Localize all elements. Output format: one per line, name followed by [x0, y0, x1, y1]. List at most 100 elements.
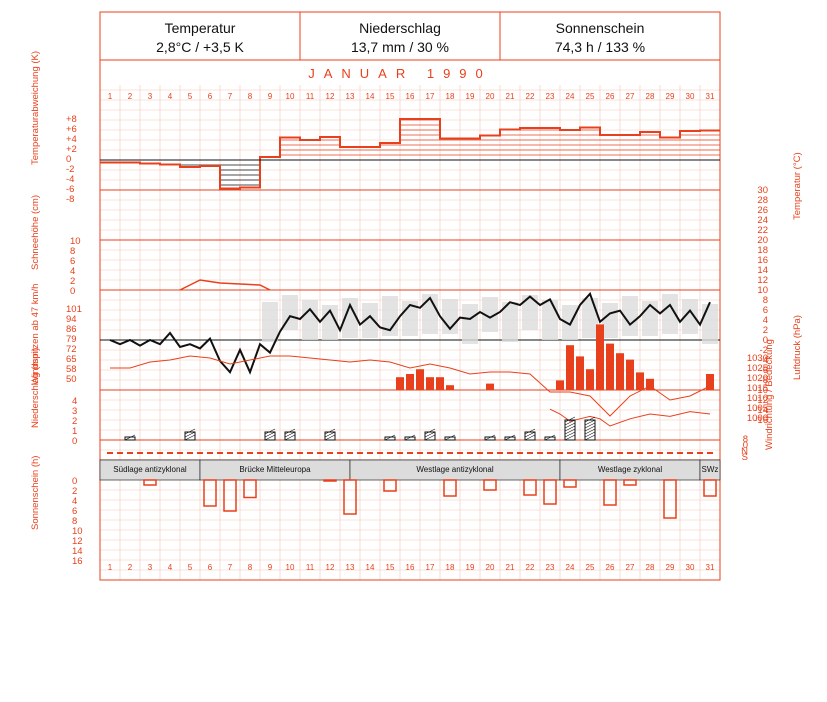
day-label-bottom: 2 [128, 563, 133, 572]
wind-direction-mark [437, 452, 443, 454]
wind-gust-bar [636, 372, 644, 390]
precip-bar-hatch [584, 416, 596, 423]
day-label-top: 3 [148, 92, 153, 101]
header-temperature-title: Temperatur [165, 20, 236, 36]
temp-anomaly-tick: +2 [66, 144, 77, 155]
weather-type-label: Brücke Mitteleuropa [239, 465, 311, 474]
wind-gust-bar [586, 369, 594, 390]
day-label-top: 13 [346, 92, 355, 101]
wind-direction-mark [537, 452, 543, 454]
temperature-tick: 12 [757, 275, 768, 286]
day-label-bottom: 16 [406, 563, 415, 572]
sunshine-tick: 10 [72, 526, 83, 537]
day-label-bottom: 5 [188, 563, 193, 572]
wind-tick: 58 [66, 364, 77, 375]
day-label-top: 1 [108, 92, 113, 101]
wind-direction-mark [227, 452, 233, 454]
wind-cloud-tick: S [742, 452, 748, 463]
temperature-tick: 18 [757, 245, 768, 256]
precip-bar-hatch [564, 425, 576, 432]
temp-anomaly-axis-label: Temperaturabweichung (K) [30, 51, 41, 165]
day-label-top: 16 [406, 92, 415, 101]
wind-tick: 65 [66, 354, 77, 365]
wind-shade-band [362, 303, 378, 338]
day-label-bottom: 6 [208, 563, 213, 572]
wind-direction-mark [407, 452, 413, 454]
precip-bar-hatch [424, 431, 436, 438]
wind-direction-mark [167, 452, 173, 454]
temperature-tick: 22 [757, 225, 768, 236]
precip-bar-hatch [524, 434, 536, 441]
temp-anomaly-bar [660, 138, 680, 161]
temperature-tick: -2 [760, 345, 768, 356]
precip-bar-hatch [564, 431, 576, 438]
wind-tick: 72 [66, 344, 77, 355]
day-label-bottom: 8 [248, 563, 253, 572]
wind-shade-band [302, 300, 318, 340]
wind-direction-mark [357, 452, 363, 454]
sunshine-bar [483, 479, 497, 491]
day-label-top: 30 [686, 92, 695, 101]
wind-shade-band [462, 304, 478, 344]
pressure-tick: 1005 [747, 403, 768, 414]
temperature-tick: 0 [763, 335, 768, 346]
wind-gust-bar [706, 374, 714, 390]
wind-direction-mark [217, 452, 223, 454]
precip-bar-hatch [184, 434, 196, 441]
day-label-top: 14 [366, 92, 375, 101]
wind-gust-bar [446, 385, 454, 390]
temp-anomaly-bar [240, 160, 260, 188]
wind-tick: 101 [66, 304, 82, 315]
day-label-top: 8 [248, 92, 253, 101]
sunshine-axis-label: Sonnenschein (h) [30, 456, 41, 530]
day-label-top: 6 [208, 92, 213, 101]
temp-anomaly-bar [360, 147, 380, 160]
wind-direction-mark [587, 452, 593, 454]
temp-anomaly-tick: -4 [66, 174, 74, 185]
day-label-top: 7 [228, 92, 233, 101]
snow-tick: 0 [70, 286, 75, 297]
temp-anomaly-line [100, 118, 720, 190]
sunshine-bar [323, 479, 337, 482]
day-label-top: 19 [466, 92, 475, 101]
temp-anomaly-bar [600, 135, 620, 160]
day-label-bottom: 13 [346, 563, 355, 572]
sunshine-bar [543, 479, 557, 505]
wind-direction-mark [287, 452, 293, 454]
wind-direction-mark [707, 452, 713, 454]
wind-cloud-tick: 0 [743, 440, 748, 451]
sunshine-tick: 14 [72, 546, 83, 557]
temp-anomaly-tick: 0 [66, 154, 71, 165]
day-label-top: 2 [128, 92, 133, 101]
chart-layer: 1122334455667788991010111112121313141415… [30, 51, 803, 572]
precip-tick: 4 [72, 396, 77, 407]
precip-bar-hatch [424, 428, 436, 435]
wind-direction-mark [387, 452, 393, 454]
wind-direction-mark [207, 452, 213, 454]
sunshine-bar [623, 479, 637, 486]
header-temperature-value: 2,8°C / +3,5 K [156, 39, 244, 55]
wind-tick: 94 [66, 314, 77, 325]
sunshine-tick: 12 [72, 536, 83, 547]
day-label-bottom: 26 [606, 563, 615, 572]
temp-anomaly-tick: -2 [66, 164, 74, 175]
day-label-top: 9 [268, 92, 273, 101]
wind-direction-mark [297, 452, 303, 454]
precip-bar-hatch [284, 431, 296, 438]
day-label-top: 11 [306, 92, 315, 101]
sunshine-bar [663, 479, 677, 519]
precip-bar [544, 436, 556, 441]
temperature-tick: 14 [757, 265, 768, 276]
pressure-axis-label: Luftdruck (hPa) [792, 315, 803, 380]
precip-bar [504, 436, 516, 441]
wind-gust-bar [616, 353, 624, 390]
day-label-top: 21 [506, 92, 515, 101]
precip-bar-hatch [384, 434, 396, 441]
precip-bar [264, 431, 276, 441]
precip-bar-hatch [264, 431, 276, 438]
wind-direction-mark [527, 452, 533, 454]
wind-gust-bar [436, 377, 444, 390]
pressure-tick: 1000 [747, 413, 768, 424]
wind-cloud-axis-label: Windrichtung / Bedeckung [764, 339, 775, 450]
day-label-bottom: 14 [366, 563, 375, 572]
